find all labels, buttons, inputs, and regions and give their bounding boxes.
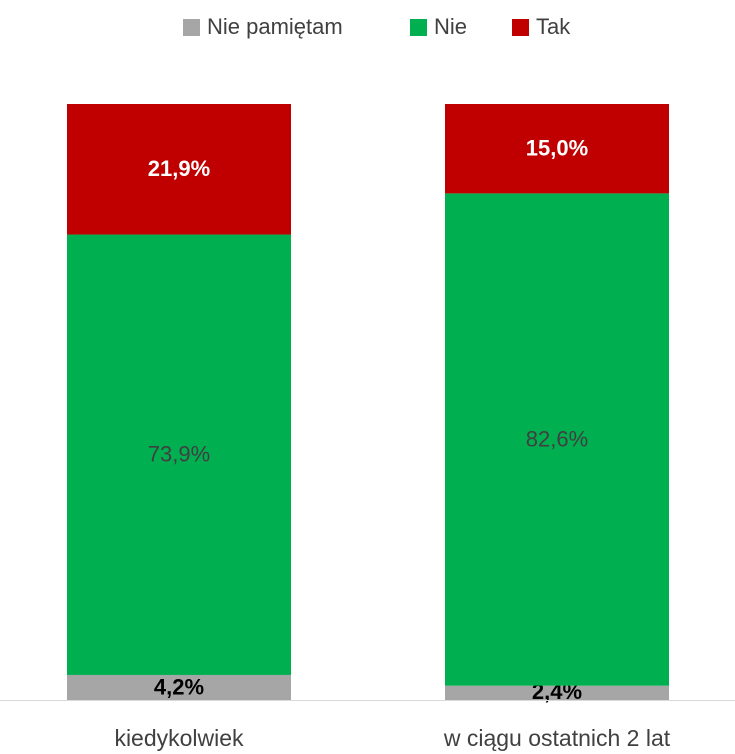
legend-swatch (410, 19, 427, 36)
legend-label: Nie (434, 14, 467, 39)
legend-label: Tak (536, 14, 571, 39)
legend-swatch (183, 19, 200, 36)
bar-segment (67, 234, 291, 675)
bar-segment (445, 685, 669, 700)
bar-segment (445, 193, 669, 686)
value-label: 4,2% (154, 674, 204, 699)
bar-segment (67, 674, 291, 700)
value-label: 21,9% (148, 156, 210, 181)
legend-swatch (512, 19, 529, 36)
x-tick-label: kiedykolwiek (114, 725, 244, 751)
legend-label: Nie pamiętam (207, 14, 343, 39)
x-tick-label: w ciągu ostatnich 2 lat (443, 725, 671, 751)
value-label: 15,0% (526, 136, 588, 161)
bar-segment (445, 104, 669, 194)
bar-segment (67, 104, 291, 235)
value-label: 82,6% (526, 426, 588, 451)
value-label: 73,9% (148, 442, 210, 467)
